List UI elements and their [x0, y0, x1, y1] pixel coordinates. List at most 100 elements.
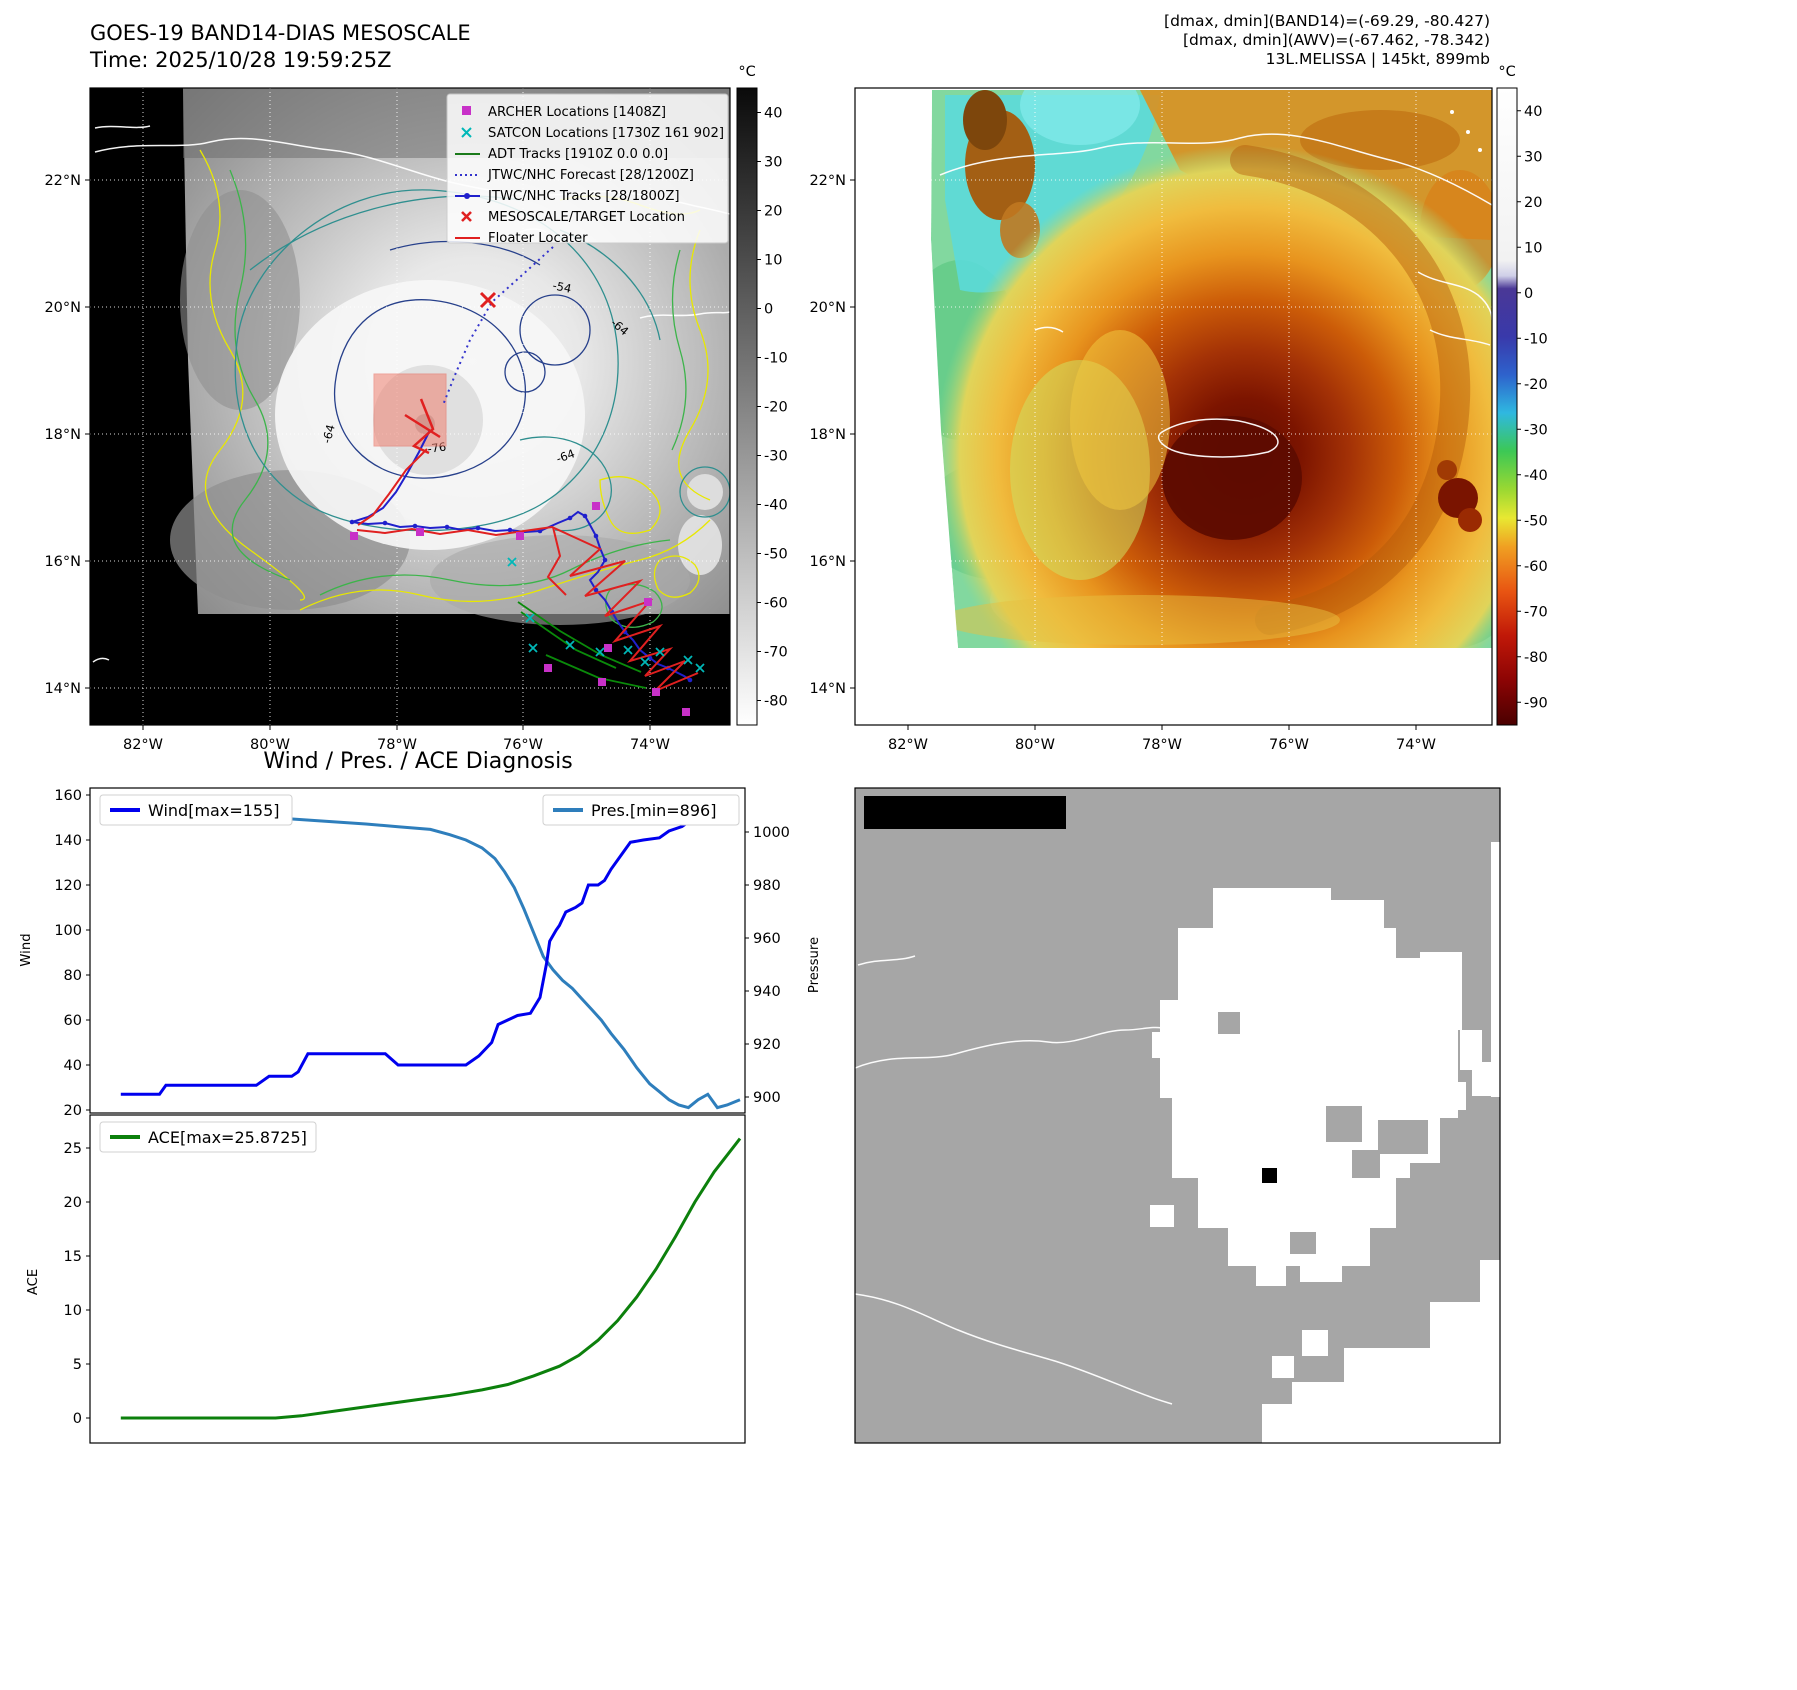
contour-path-yellow: [199, 149, 306, 601]
wmg-coastline: [855, 1026, 1163, 1069]
pres-legend-label: Pres.[min=896]: [591, 801, 716, 820]
lat-tick-label: 18°N: [809, 427, 846, 443]
lon-tick-label: 80°W: [1015, 737, 1055, 753]
coastline-hispaniola: [1417, 271, 1492, 346]
chart-axis-ticks: 1601401201008060402010009809609409209002…: [54, 788, 790, 1427]
lat-tick-label: 16°N: [44, 554, 81, 570]
contour-path-yellow: [653, 555, 700, 598]
pres-tick-label: 920: [753, 1037, 781, 1053]
colorbar-tick-label: -80: [1524, 650, 1548, 666]
lon-tick-label: 78°W: [1142, 737, 1182, 753]
contour-path-green: [605, 583, 663, 628]
ir-plot: [855, 88, 1492, 725]
meso-colorbar-unit: °C: [738, 64, 755, 80]
ir-cyan-region: [1020, 90, 1140, 145]
colorbar-tick-label: -90: [1524, 695, 1548, 711]
lon-tick-label: 80°W: [250, 737, 290, 753]
pres-tick-label: 1000: [753, 825, 790, 841]
contour-path-yellow: [678, 229, 711, 501]
pres-tick-label: 960: [753, 931, 781, 947]
lat-tick-label: 20°N: [44, 300, 81, 316]
colorbar-tick-label: -20: [764, 400, 788, 416]
contour-path-teal: [519, 436, 612, 532]
wmg-cloud-mask: [1150, 842, 1500, 1443]
meso-colorbar: [736, 87, 758, 726]
copyright: Copyright © 2020-2025 Dapiya: [97, 694, 385, 713]
wind-legend-label: Wind[max=155]: [148, 801, 280, 820]
colorbar-tick-label: 20: [1524, 195, 1542, 211]
colorbar-tick-label: -10: [1524, 331, 1548, 347]
cloud-blob: [678, 515, 722, 575]
satcon-markers: [507, 557, 705, 673]
legend-label: JTWC/NHC Forecast [28/1200Z]: [487, 168, 694, 183]
legend-label: Floater Locater: [488, 231, 588, 246]
colorbar-tick-label: -80: [764, 694, 788, 710]
wmg-target-marker: [1262, 1168, 1277, 1183]
ir-spiral-band: [1230, 145, 1471, 635]
adt-track-line: [520, 611, 617, 669]
contour-path-green: [319, 539, 671, 596]
coastline: [639, 311, 730, 319]
lat-tick-label: 16°N: [809, 554, 846, 570]
contour-path-navy: [504, 351, 546, 393]
meso-axis-ticks: 22°N 20°N 18°N 16°N 14°N 82°W 80°W 78°W 76°W 74°W…: [44, 106, 787, 754]
lat-tick-label: 14°N: [809, 681, 846, 697]
lon-tick-label: 82°W: [123, 737, 163, 753]
forecast-dotted-line: [442, 246, 554, 406]
ir-orange-streak: [1300, 110, 1460, 170]
contour-path-green: [671, 249, 687, 451]
wmg-count-label: WMG Count: 0: [874, 804, 1023, 825]
colorbar-tick-label: 20: [764, 204, 782, 220]
adt-track-line: [517, 601, 642, 673]
coastline: [94, 125, 151, 129]
ir-cold-spot: [1437, 460, 1457, 480]
pres-legend: Pres.[min=896]: [542, 794, 740, 826]
meso-imagery-shade: [430, 535, 690, 625]
coastline: [92, 657, 110, 663]
legend-marker-x: [461, 211, 472, 222]
pres-tick-label: 980: [753, 878, 781, 894]
legend-label: MESOSCALE/TARGET Location: [488, 210, 685, 225]
legend-marker-square: [462, 106, 471, 115]
ace-legend: ACE[max=25.8725]: [99, 1121, 317, 1153]
lon-tick-label: 78°W: [377, 737, 417, 753]
ir-colorbar: [1496, 87, 1518, 726]
lon-tick-label: 82°W: [888, 737, 928, 753]
coastline-cays: [1034, 326, 1064, 333]
coastline-cuba: [939, 133, 1492, 206]
wind-tick-label: 80: [64, 968, 82, 984]
archer-markers: [350, 502, 690, 716]
ir-axis-ticks: 22°N 20°N 18°N 16°N 14°N 82°W 80°W 78°W 76°W 74°W…: [809, 104, 1547, 753]
wind-tick-label: 60: [64, 1013, 82, 1029]
lon-tick-label: 76°W: [1269, 737, 1309, 753]
colorbar-tick-label: -60: [1524, 559, 1548, 575]
contour-label: -64: [554, 446, 576, 466]
colorbar-tick-label: -40: [1524, 468, 1548, 484]
coastline-bahamas: [1450, 110, 1482, 152]
ace-tick-label: 0: [73, 1411, 82, 1427]
colorbar-tick-label: -50: [1524, 513, 1548, 529]
contour-path-navy: [333, 299, 527, 479]
ir-plot-border: [854, 87, 1493, 726]
colorbar-tick-label: -50: [764, 547, 788, 563]
ace-tick-label: 20: [64, 1195, 82, 1211]
ir-yellow-transition: [940, 595, 1340, 645]
ir-yellow-transition: [1070, 330, 1170, 510]
ace-line: [120, 1137, 742, 1420]
cloud-blob: [687, 474, 723, 510]
legend-label: JTWC/NHC Tracks [28/1800Z]: [487, 189, 680, 204]
wind-tick-label: 120: [54, 878, 82, 894]
ace-tick-label: 25: [64, 1141, 82, 1157]
lat-tick-label: 22°N: [44, 173, 81, 189]
contour-path-yellow: [599, 476, 661, 534]
colorbar-tick-label: -40: [764, 498, 788, 514]
legend-marker-dot: [464, 193, 470, 199]
wind-tick-label: 100: [54, 923, 82, 939]
ace-tick-label: 10: [64, 1303, 82, 1319]
ace-legend-label: ACE[max=25.8725]: [148, 1128, 307, 1147]
contour-label: -64: [319, 423, 337, 445]
meso-plot: -54 -64 -64 -76 -64 ARCHER Locations [1: [90, 88, 730, 725]
wmg-coastline: [855, 1293, 1173, 1405]
